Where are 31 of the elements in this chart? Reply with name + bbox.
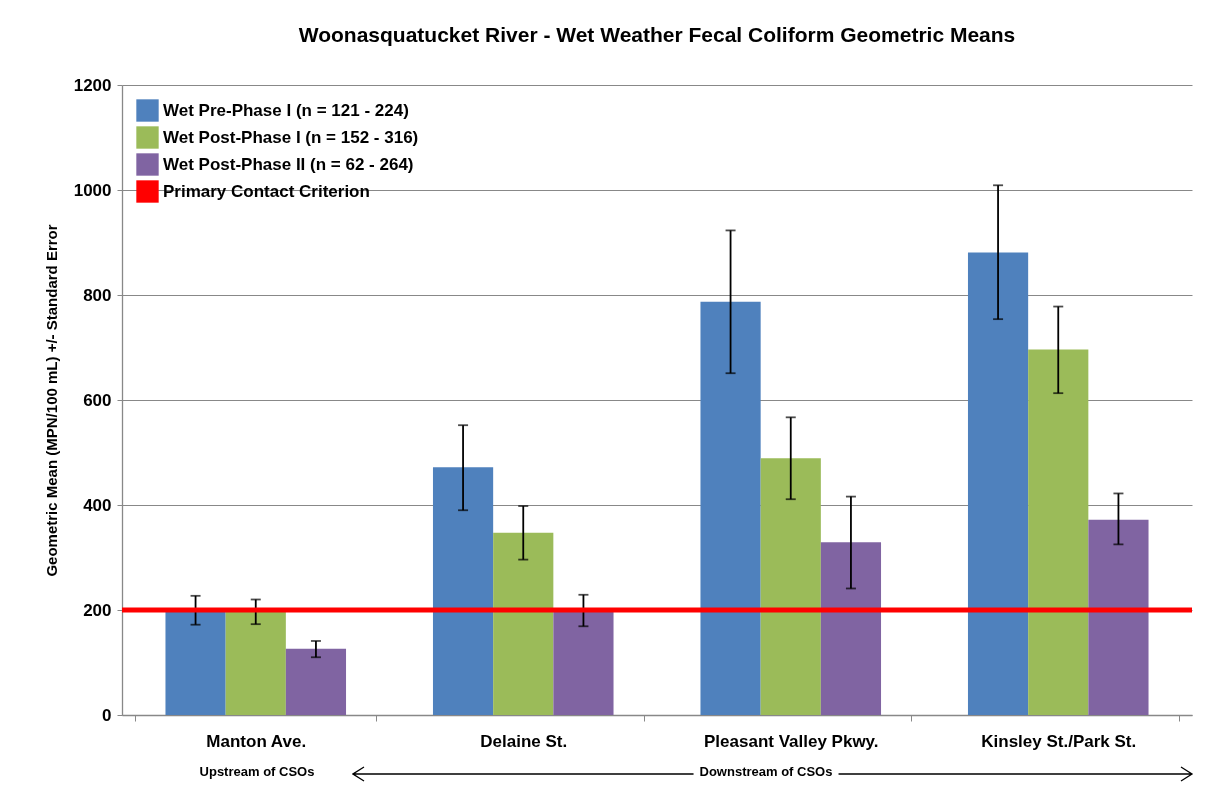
y-tick-label: 200 <box>83 600 112 620</box>
chart-title: Woonasquatucket River - Wet Weather Fecal Coliform Geometric Means <box>298 23 1016 46</box>
y-tick-label: 600 <box>83 390 112 410</box>
x-tick-label: Delaine St. <box>480 731 568 751</box>
legend-label: Wet Pre-Phase I (n = 121 - 224) <box>163 100 409 120</box>
x-tick-label: Kinsley St./Park St. <box>981 731 1137 751</box>
bar <box>165 610 226 715</box>
bar <box>493 532 554 715</box>
legend-label: Wet Post-Phase I (n = 152 - 316) <box>163 127 419 147</box>
y-tick-label: 1000 <box>73 180 112 200</box>
bar <box>432 467 494 715</box>
bar <box>1028 349 1089 715</box>
y-tick-label: 1200 <box>73 75 112 95</box>
y-tick-label: 400 <box>83 495 112 515</box>
legend-label: Wet Post-Phase II (n = 62 - 264) <box>163 154 414 174</box>
x-tick-label: Pleasant Valley Pkwy. <box>703 731 879 751</box>
legend-label: Primary Contact Criterion <box>163 181 370 201</box>
y-tick-label: 800 <box>83 285 112 305</box>
y-axis-title: Geometric Mean (MPN/100 mL) +/- Standard Error <box>42 224 60 577</box>
bar <box>285 648 347 715</box>
bar <box>225 611 286 715</box>
y-tick-label: 0 <box>102 705 112 725</box>
bar <box>700 301 761 715</box>
bar <box>1088 519 1149 715</box>
bar <box>553 610 614 715</box>
bar <box>820 542 882 715</box>
text: Upstream of CSOs <box>193 764 321 779</box>
bar <box>760 458 821 715</box>
x-tick-label: Manton Ave. <box>206 731 307 751</box>
text: Downstream of CSOs <box>693 764 839 779</box>
bar <box>967 252 1029 715</box>
